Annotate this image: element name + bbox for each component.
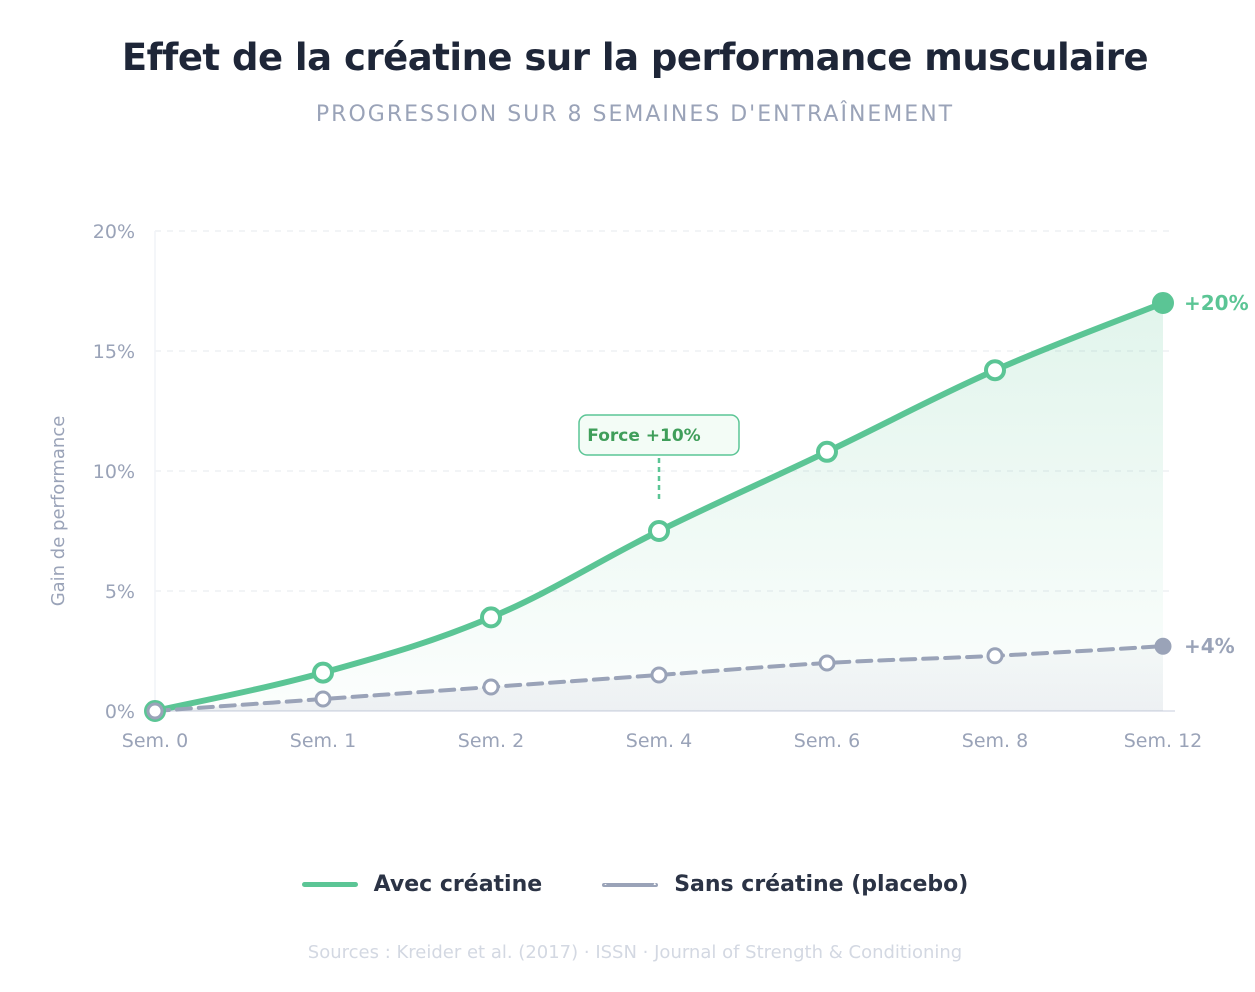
data-point bbox=[816, 440, 838, 463]
y-tick-label: 0% bbox=[105, 701, 135, 723]
data-point bbox=[984, 359, 1006, 382]
legend-item-placebo[interactable]: Sans créatine (placebo) bbox=[602, 872, 968, 897]
end-value-label: +20% bbox=[1184, 291, 1249, 315]
data-point bbox=[986, 647, 1004, 665]
x-tick-label: Sem. 6 bbox=[794, 730, 860, 752]
data-point bbox=[818, 654, 836, 672]
x-tick-label: Sem. 2 bbox=[458, 730, 524, 752]
data-point bbox=[648, 520, 670, 542]
data-point bbox=[1154, 637, 1172, 655]
chart-title: Effet de la créatine sur la performance … bbox=[121, 36, 1149, 79]
data-point bbox=[480, 606, 502, 629]
chart-subtitle: PROGRESSION SUR 8 SEMAINES D'ENTRAÎNEMEN… bbox=[315, 102, 955, 127]
end-value-label: +4% bbox=[1184, 634, 1235, 658]
data-point bbox=[314, 690, 332, 708]
legend-item-creatine[interactable]: Avec créatine bbox=[301, 872, 543, 897]
legend: Avec créatine Sans créatine (placebo) bbox=[0, 872, 1255, 897]
x-tick-label: Sem. 0 bbox=[122, 730, 188, 752]
annotation-box bbox=[578, 414, 740, 456]
line-chart: 0% 5% 10% 15% 20% Sem. 0 Sem. 1 Sem. 2 Sem. 4 Sem… bbox=[48, 221, 1249, 752]
y-tick-label: 15% bbox=[93, 341, 135, 363]
legend-label: Avec créatine bbox=[373, 872, 543, 897]
x-tick-label: Sem. 4 bbox=[626, 730, 692, 752]
legend-label: Sans créatine (placebo) bbox=[674, 872, 969, 897]
data-point bbox=[146, 702, 164, 720]
legend-swatch-dashed bbox=[602, 882, 659, 887]
y-tick-label: 20% bbox=[93, 221, 135, 243]
legend-swatch-solid bbox=[301, 882, 358, 887]
x-tick-label: Sem. 12 bbox=[1124, 730, 1203, 752]
x-tick-label: Sem. 1 bbox=[290, 730, 356, 752]
data-point bbox=[1152, 292, 1174, 314]
x-tick-label: Sem. 8 bbox=[962, 730, 1028, 752]
y-tick-label: 5% bbox=[105, 581, 135, 603]
source-note: Sources : Kreider et al. (2017) · ISSN ·… bbox=[307, 942, 963, 963]
data-point bbox=[650, 666, 668, 684]
data-point bbox=[312, 661, 334, 684]
series-area bbox=[155, 303, 1163, 711]
y-tick-label: 10% bbox=[93, 461, 135, 483]
data-point bbox=[482, 678, 500, 696]
annotation-label: Force +10% bbox=[587, 426, 700, 446]
y-axis-label: Gain de performance bbox=[48, 416, 69, 607]
